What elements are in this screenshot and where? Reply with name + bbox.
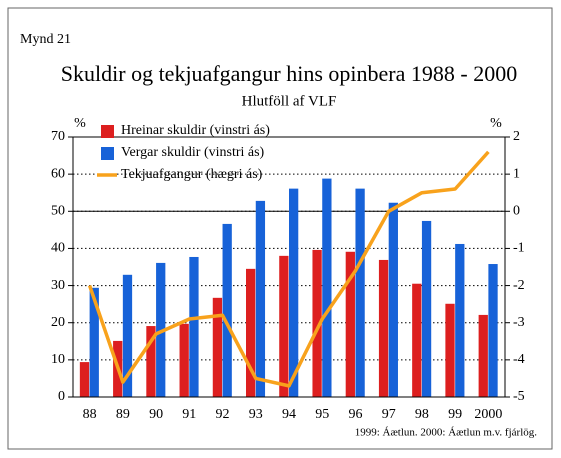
y-tick-label: 60: [51, 166, 65, 181]
x-tick-label: 95: [315, 407, 329, 422]
x-tick-label: 93: [249, 407, 263, 422]
plot-frame: [72, 136, 506, 398]
bar: [255, 200, 266, 397]
bar: [79, 362, 90, 397]
bar: [212, 297, 223, 397]
bar: [279, 255, 289, 397]
y-tick-label: 70: [51, 129, 65, 144]
bar: [222, 223, 232, 397]
bar: [445, 303, 455, 397]
bar: [488, 264, 498, 397]
note: 1999: Áætlun. 2000: Áætlun m.v. fjárlög.: [355, 427, 538, 439]
y2-tick-label: 0: [513, 204, 520, 219]
bar: [146, 326, 156, 397]
legend-swatch: [101, 147, 114, 160]
x-tick-label: 2000: [474, 407, 502, 422]
x-tick-label: 91: [182, 407, 196, 422]
figure-label: Mynd 21: [20, 32, 71, 47]
x-tick-label: 89: [116, 407, 130, 422]
line: [87, 150, 490, 388]
bar: [412, 283, 422, 397]
y2-tick-label: -3: [513, 315, 525, 330]
legend-swatch: [101, 125, 114, 138]
x-tick-label: 96: [348, 407, 362, 422]
y-tick-label: 50: [51, 204, 65, 219]
legend-label: Tekjuafgangur (hægri ás): [121, 167, 263, 182]
bar: [478, 314, 488, 397]
bar: [421, 220, 432, 397]
bar: [378, 259, 389, 397]
y2-tick-label: -4: [513, 352, 525, 367]
y-tick-label: 30: [51, 278, 65, 293]
y2-tick-label: -5: [513, 389, 525, 404]
y-tick-label: 20: [51, 315, 65, 330]
y2-tick-label: -1: [513, 241, 525, 256]
y-tick-label: 10: [51, 352, 65, 367]
bar: [312, 249, 322, 397]
bar: [455, 243, 465, 397]
y-tick-label: 0: [58, 389, 65, 404]
x-tick-label: 92: [216, 407, 230, 422]
x-tick-label: 94: [282, 407, 296, 422]
legend-label: Hreinar skuldir (vinstri ás): [121, 123, 270, 138]
y-tick-label: 40: [51, 241, 65, 256]
y2-axis-label: %: [490, 116, 502, 131]
x-tick-label: 99: [448, 407, 462, 422]
legend-label: Vergar skuldir (vinstri ás): [121, 145, 265, 160]
bar: [179, 323, 189, 397]
bar: [89, 287, 99, 397]
bar: [289, 188, 299, 397]
y-axis-label: %: [74, 116, 86, 131]
x-tick-label: 88: [83, 407, 97, 422]
x-tick-label: 98: [415, 407, 429, 422]
y2-tick-label: 1: [513, 166, 520, 181]
bar: [345, 251, 355, 397]
bar: [122, 274, 133, 397]
chart-subtitle: Hlutföll af VLF: [242, 93, 337, 109]
bar: [189, 256, 199, 397]
x-tick-label: 90: [149, 407, 163, 422]
x-tick-label: 97: [382, 407, 396, 422]
y2-tick-label: -2: [513, 278, 525, 293]
bar: [245, 268, 256, 397]
bar: [355, 188, 365, 397]
chart-title: Skuldir og tekjuafgangur hins opinbera 1…: [61, 61, 517, 86]
bar: [388, 202, 398, 397]
y2-tick-label: 2: [513, 129, 520, 144]
bar: [322, 178, 332, 397]
